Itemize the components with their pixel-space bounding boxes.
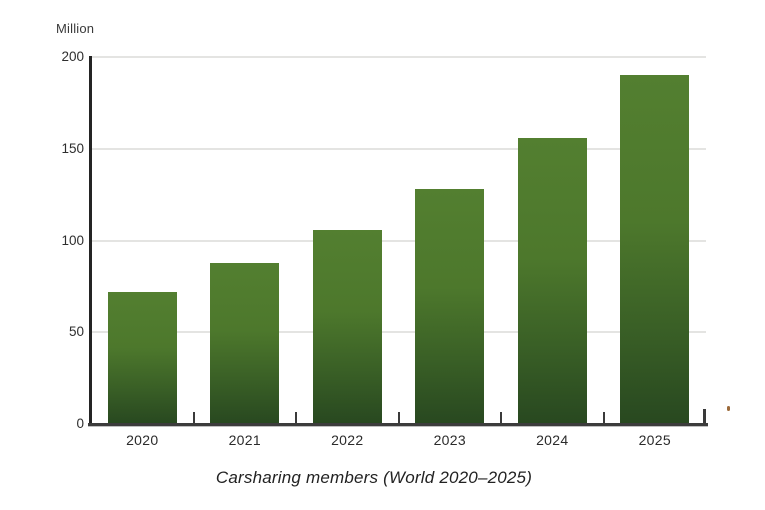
x-boundary-tick-2 bbox=[295, 412, 297, 424]
x-axis-line bbox=[88, 423, 708, 426]
bar-2022 bbox=[312, 229, 382, 424]
x-category-label-2025: 2025 bbox=[638, 432, 671, 448]
x-category-label-2024: 2024 bbox=[536, 432, 569, 448]
chart-caption: Carsharing members (World 2020–2025) bbox=[215, 468, 533, 487]
bar-2023 bbox=[415, 189, 485, 424]
bar-2020 bbox=[107, 291, 177, 424]
y-axis-line bbox=[89, 56, 92, 426]
y-tick-label-0: 0 bbox=[76, 416, 84, 431]
y-tick-label-50: 50 bbox=[68, 324, 84, 340]
x-boundary-tick-1 bbox=[192, 412, 195, 424]
x-boundary-tick-3 bbox=[397, 412, 400, 424]
y-tick-label-100: 100 bbox=[61, 232, 84, 248]
y-tick-label-200: 200 bbox=[61, 49, 84, 64]
gridline-200 bbox=[91, 56, 706, 58]
scan-artifact-dot bbox=[727, 406, 730, 411]
y-tick-label-150: 150 bbox=[61, 140, 84, 156]
x-boundary-tick-4 bbox=[500, 412, 502, 424]
gridline-100 bbox=[91, 239, 706, 242]
gridline-50 bbox=[91, 331, 706, 334]
x-boundary-tick-5 bbox=[602, 412, 605, 424]
plot-area bbox=[91, 56, 706, 424]
gridline-150 bbox=[91, 147, 706, 150]
x-category-label-2023: 2023 bbox=[433, 432, 466, 448]
y-axis-unit-label: Million bbox=[56, 21, 95, 36]
x-axis-end-tick bbox=[703, 409, 706, 424]
x-category-label-2021: 2021 bbox=[228, 432, 261, 448]
x-category-label-2022: 2022 bbox=[331, 432, 364, 448]
x-category-label-2020: 2020 bbox=[126, 432, 159, 448]
bar-2025 bbox=[620, 75, 690, 424]
bar-2021 bbox=[210, 262, 280, 424]
bar-2024 bbox=[517, 137, 587, 424]
